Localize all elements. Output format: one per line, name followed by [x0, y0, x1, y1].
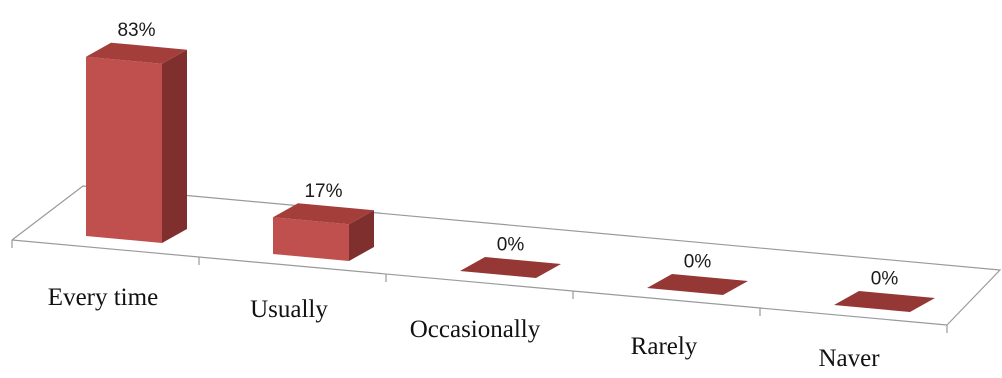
bar-naver [834, 291, 935, 312]
category-label: Naver [818, 345, 880, 372]
bar-usually [273, 203, 374, 261]
bar-flat [834, 291, 935, 312]
data-label: 0% [871, 269, 899, 290]
data-label: 0% [684, 252, 712, 273]
chart-floor [11, 185, 1002, 333]
floor-outline [11, 185, 1002, 326]
bar-front [273, 217, 349, 261]
bar-top [273, 203, 374, 225]
data-labels: 83% 17% 0% 0% 0% [117, 20, 898, 289]
bar-top [86, 42, 187, 64]
data-label: 17% [304, 181, 342, 202]
category-label: Rarely [631, 333, 698, 360]
bar-flat [647, 274, 748, 295]
category-label: Usually [250, 296, 328, 323]
bar-rarely [647, 274, 748, 295]
bar-every-time [86, 42, 187, 244]
data-label: 0% [497, 235, 525, 256]
category-label: Occasionally [410, 316, 541, 343]
bar-side [349, 210, 374, 261]
bar-side [162, 49, 187, 244]
category-label: Every time [48, 284, 158, 311]
category-labels: Every time Usually Occasionally Rarely Naver [48, 284, 880, 372]
bars [86, 42, 935, 312]
bar-front [86, 56, 162, 244]
bar-flat [460, 257, 561, 278]
bar-occasionally [460, 257, 561, 278]
data-label: 83% [117, 20, 155, 41]
floor-front-edge [11, 239, 948, 326]
